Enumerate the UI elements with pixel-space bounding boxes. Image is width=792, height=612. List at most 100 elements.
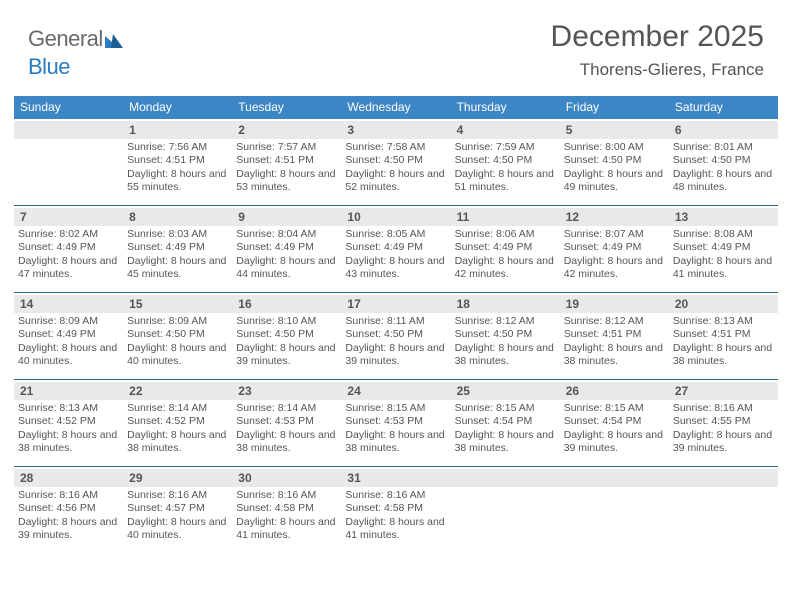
calendar-cell: 27Sunrise: 8:16 AMSunset: 4:55 PMDayligh… <box>669 380 778 466</box>
day-number: 9 <box>232 208 341 226</box>
day-number: 8 <box>123 208 232 226</box>
daylight-line: Daylight: 8 hours and 38 minutes. <box>455 342 556 369</box>
sunset-line: Sunset: 4:54 PM <box>564 415 665 428</box>
sunset-line: Sunset: 4:56 PM <box>18 502 119 515</box>
day-number: 24 <box>341 382 450 400</box>
day-number <box>560 469 669 487</box>
daylight-line: Daylight: 8 hours and 47 minutes. <box>18 255 119 282</box>
calendar-cell: 19Sunrise: 8:12 AMSunset: 4:51 PMDayligh… <box>560 293 669 379</box>
day-number: 22 <box>123 382 232 400</box>
sunset-line: Sunset: 4:50 PM <box>236 328 337 341</box>
daylight-line: Daylight: 8 hours and 55 minutes. <box>127 168 228 195</box>
sunset-line: Sunset: 4:53 PM <box>345 415 446 428</box>
sunset-line: Sunset: 4:49 PM <box>18 328 119 341</box>
calendar-cell: 26Sunrise: 8:15 AMSunset: 4:54 PMDayligh… <box>560 380 669 466</box>
daylight-line: Daylight: 8 hours and 40 minutes. <box>127 342 228 369</box>
weeks-container: 1Sunrise: 7:56 AMSunset: 4:51 PMDaylight… <box>14 119 778 553</box>
sunrise-line: Sunrise: 7:58 AM <box>345 141 446 154</box>
day-number: 1 <box>123 121 232 139</box>
daylight-line: Daylight: 8 hours and 39 minutes. <box>564 429 665 456</box>
calendar-cell: 16Sunrise: 8:10 AMSunset: 4:50 PMDayligh… <box>232 293 341 379</box>
daylight-line: Daylight: 8 hours and 38 minutes. <box>455 429 556 456</box>
sunrise-line: Sunrise: 8:15 AM <box>455 402 556 415</box>
sunset-line: Sunset: 4:49 PM <box>345 241 446 254</box>
calendar-cell: 18Sunrise: 8:12 AMSunset: 4:50 PMDayligh… <box>451 293 560 379</box>
daylight-line: Daylight: 8 hours and 38 minutes. <box>673 342 774 369</box>
sunrise-line: Sunrise: 8:12 AM <box>564 315 665 328</box>
calendar-week: 14Sunrise: 8:09 AMSunset: 4:49 PMDayligh… <box>14 293 778 380</box>
daylight-line: Daylight: 8 hours and 40 minutes. <box>127 516 228 543</box>
day-number: 21 <box>14 382 123 400</box>
sunset-line: Sunset: 4:51 PM <box>236 154 337 167</box>
daylight-line: Daylight: 8 hours and 48 minutes. <box>673 168 774 195</box>
calendar-week: 28Sunrise: 8:16 AMSunset: 4:56 PMDayligh… <box>14 467 778 553</box>
sunrise-line: Sunrise: 8:10 AM <box>236 315 337 328</box>
sunrise-line: Sunrise: 8:08 AM <box>673 228 774 241</box>
sunset-line: Sunset: 4:49 PM <box>673 241 774 254</box>
calendar-cell <box>560 467 669 553</box>
sunset-line: Sunset: 4:50 PM <box>455 328 556 341</box>
sunrise-line: Sunrise: 8:16 AM <box>127 489 228 502</box>
calendar-cell: 6Sunrise: 8:01 AMSunset: 4:50 PMDaylight… <box>669 119 778 205</box>
calendar-cell <box>451 467 560 553</box>
day-number: 5 <box>560 121 669 139</box>
sunrise-line: Sunrise: 8:14 AM <box>236 402 337 415</box>
calendar-cell: 29 Sunrise: 8:16 AMSunset: 4:57 PMDayligh… <box>123 467 232 553</box>
sunrise-line: Sunrise: 7:56 AM <box>127 141 228 154</box>
sunrise-line: Sunrise: 8:13 AM <box>18 402 119 415</box>
header: GeneralBlue December 2025 Thorens-Gliere… <box>0 0 792 92</box>
daylight-line: Daylight: 8 hours and 42 minutes. <box>455 255 556 282</box>
sunrise-line: Sunrise: 8:00 AM <box>564 141 665 154</box>
calendar-cell: 7Sunrise: 8:02 AMSunset: 4:49 PMDaylight… <box>14 206 123 292</box>
day-number: 27 <box>669 382 778 400</box>
calendar-cell <box>669 467 778 553</box>
calendar-cell: 10 Sunrise: 8:05 AMSunset: 4:49 PMDayligh… <box>341 206 450 292</box>
day-number: 7 <box>14 208 123 226</box>
calendar-cell: 30Sunrise: 8:16 AMSunset: 4:58 PMDayligh… <box>232 467 341 553</box>
daylight-line: Daylight: 8 hours and 39 minutes. <box>18 516 119 543</box>
logo-mark-icon <box>105 28 123 54</box>
day-number: 31 <box>341 469 450 487</box>
day-number: 17 <box>341 295 450 313</box>
sunset-line: Sunset: 4:51 PM <box>564 328 665 341</box>
sunset-line: Sunset: 4:49 PM <box>18 241 119 254</box>
daylight-line: Daylight: 8 hours and 38 minutes. <box>564 342 665 369</box>
sunrise-line: Sunrise: 8:05 AM <box>345 228 446 241</box>
daylight-line: Daylight: 8 hours and 51 minutes. <box>455 168 556 195</box>
sunset-line: Sunset: 4:58 PM <box>345 502 446 515</box>
dow-friday: Friday <box>560 96 669 119</box>
sunrise-line: Sunrise: 7:57 AM <box>236 141 337 154</box>
dow-monday: Monday <box>123 96 232 119</box>
sunrise-line: Sunrise: 8:06 AM <box>455 228 556 241</box>
sunrise-line: Sunrise: 8:11 AM <box>345 315 446 328</box>
calendar: Sunday Monday Tuesday Wednesday Thursday… <box>14 96 778 553</box>
dow-tuesday: Tuesday <box>232 96 341 119</box>
sunset-line: Sunset: 4:53 PM <box>236 415 337 428</box>
day-number: 14 <box>14 295 123 313</box>
daylight-line: Daylight: 8 hours and 53 minutes. <box>236 168 337 195</box>
calendar-cell: 25Sunrise: 8:15 AMSunset: 4:54 PMDayligh… <box>451 380 560 466</box>
calendar-cell <box>14 119 123 205</box>
day-number <box>14 121 123 139</box>
daylight-line: Daylight: 8 hours and 41 minutes. <box>345 516 446 543</box>
calendar-cell: 31Sunrise: 8:16 AMSunset: 4:58 PMDayligh… <box>341 467 450 553</box>
calendar-week: 21 Sunrise: 8:13 AMSunset: 4:52 PM Dayligh… <box>14 380 778 467</box>
day-number: 29 <box>123 469 232 487</box>
sunset-line: Sunset: 4:50 PM <box>564 154 665 167</box>
sunset-line: Sunset: 4:57 PM <box>127 502 228 515</box>
calendar-week: 1Sunrise: 7:56 AMSunset: 4:51 PMDaylight… <box>14 119 778 206</box>
sunrise-line: Sunrise: 8:14 AM <box>127 402 228 415</box>
daylight-line: Daylight: 8 hours and 40 minutes. <box>18 342 119 369</box>
day-number: 10 <box>341 208 450 226</box>
calendar-cell: 12Sunrise: 8:07 AMSunset: 4:49 PMDayligh… <box>560 206 669 292</box>
day-number: 13 <box>669 208 778 226</box>
calendar-cell: 2Sunrise: 7:57 AMSunset: 4:51 PMDaylight… <box>232 119 341 205</box>
sunset-line: Sunset: 4:52 PM <box>18 415 119 428</box>
calendar-cell: 23 Sunrise: 8:14 AMSunset: 4:53 PMDayligh… <box>232 380 341 466</box>
sunset-line: Sunset: 4:50 PM <box>345 154 446 167</box>
day-number: 23 <box>232 382 341 400</box>
sunset-line: Sunset: 4:55 PM <box>673 415 774 428</box>
daylight-line: Daylight: 8 hours and 38 minutes. <box>236 429 337 456</box>
sunset-line: Sunset: 4:54 PM <box>455 415 556 428</box>
daylight-line: Daylight: 8 hours and 43 minutes. <box>345 255 446 282</box>
